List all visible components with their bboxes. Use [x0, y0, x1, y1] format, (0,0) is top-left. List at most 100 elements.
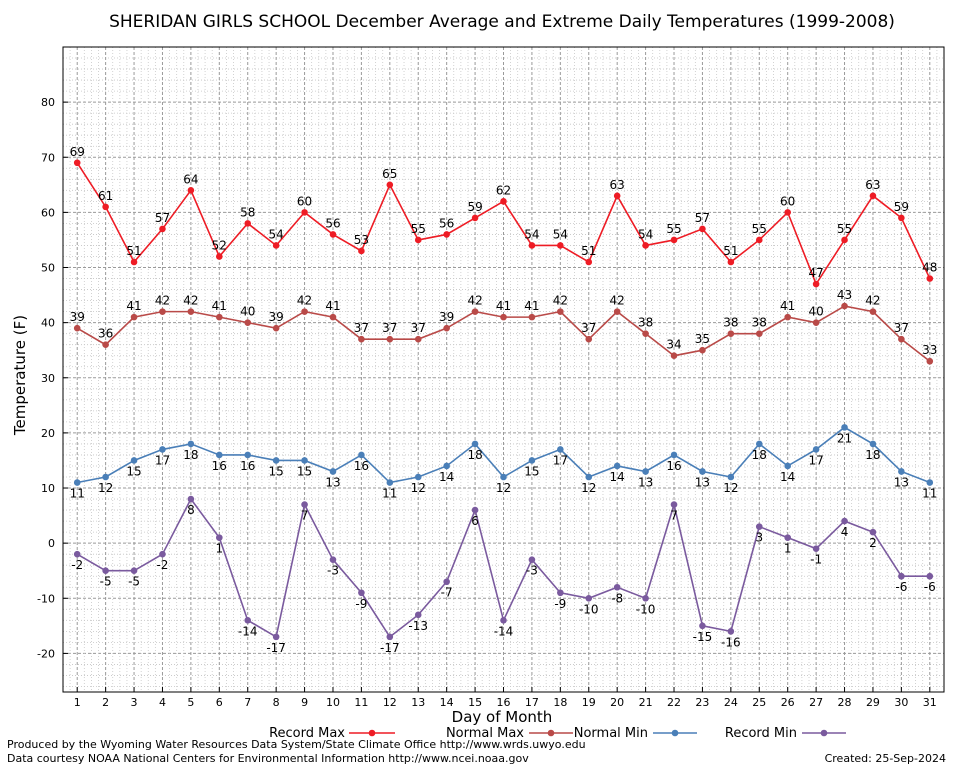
legend-marker-normal-max [547, 729, 555, 737]
data-label-normal-min: 18 [752, 448, 767, 462]
data-label-normal-max: 36 [98, 327, 113, 341]
data-label-normal-max: 40 [808, 305, 823, 319]
legend-marker-record-max [368, 729, 376, 737]
data-point-normal-max [244, 319, 252, 326]
data-label-normal-min: 17 [553, 453, 568, 467]
data-point-record-max [73, 159, 81, 167]
data-label-record-min: -2 [71, 558, 83, 572]
data-point-record-min [699, 622, 706, 630]
data-label-normal-min: 15 [297, 464, 312, 478]
x-tick-label: 26 [781, 696, 795, 709]
legend-label-normal-max: Normal Max [446, 726, 524, 741]
data-point-record-max [216, 253, 223, 260]
data-label-record-max: 52 [212, 238, 227, 252]
data-label-normal-max: 41 [325, 299, 340, 313]
data-label-record-min: -5 [100, 575, 112, 589]
data-label-normal-min: 14 [610, 470, 625, 484]
x-tick-label: 5 [187, 696, 194, 709]
data-label-record-max: 60 [780, 194, 795, 208]
data-label-normal-min: 11 [382, 487, 397, 501]
data-point-normal-max [784, 313, 791, 321]
data-point-record-max [670, 236, 678, 244]
data-point-record-min [358, 589, 365, 597]
x-tick-label: 15 [468, 696, 482, 709]
footer-created-date: Created: 25-Sep-2024 [825, 752, 946, 765]
data-label-normal-max: 42 [183, 294, 198, 308]
y-tick-label: -10 [37, 592, 55, 605]
x-tick-label: 9 [301, 696, 308, 709]
data-label-normal-max: 37 [894, 321, 909, 335]
data-label-normal-max: 38 [752, 316, 767, 330]
data-point-normal-min [329, 468, 337, 475]
data-point-record-max [926, 275, 934, 282]
data-label-record-min: 7 [670, 509, 678, 523]
data-point-normal-max [755, 330, 763, 337]
data-label-record-max: 53 [354, 233, 369, 247]
data-label-record-max: 55 [666, 222, 681, 236]
data-label-record-max: 54 [553, 227, 568, 241]
data-label-record-max: 54 [524, 227, 539, 241]
data-label-record-max: 48 [922, 261, 937, 275]
y-tick-label: 10 [41, 482, 55, 495]
data-point-record-max [272, 242, 280, 249]
data-label-record-max: 57 [695, 211, 710, 225]
data-point-record-min [159, 550, 166, 558]
x-tick-label: 10 [326, 696, 340, 709]
data-point-record-min [102, 567, 109, 575]
data-label-normal-max: 42 [610, 294, 625, 308]
data-point-record-max [755, 236, 763, 244]
data-point-normal-min [130, 457, 138, 464]
data-label-record-max: 59 [894, 200, 909, 214]
data-point-normal-max [585, 335, 593, 343]
data-point-record-max [642, 242, 649, 249]
grid-lines [63, 46, 944, 692]
data-point-normal-min [73, 479, 81, 486]
data-point-normal-max [727, 330, 735, 337]
data-label-normal-min: 12 [581, 481, 596, 495]
x-tick-label: 11 [354, 696, 368, 709]
data-point-record-max [187, 187, 195, 194]
data-label-record-max: 51 [581, 244, 596, 258]
data-label-record-max: 62 [496, 183, 511, 197]
data-point-record-min [670, 501, 678, 508]
data-label-record-min: -17 [266, 641, 286, 655]
data-label-record-min: -14 [494, 624, 514, 638]
data-point-record-min [613, 583, 621, 591]
data-label-normal-max: 38 [638, 316, 653, 330]
data-point-normal-min [812, 446, 820, 453]
data-label-normal-min: 12 [496, 481, 511, 495]
data-label-normal-min: 11 [922, 487, 937, 501]
data-point-record-min [869, 528, 877, 536]
x-tick-label: 12 [383, 696, 397, 709]
data-point-normal-min [784, 462, 791, 470]
data-label-normal-max: 38 [723, 316, 738, 330]
x-tick-label: 22 [667, 696, 681, 709]
data-point-record-max [898, 214, 905, 222]
x-tick-label: 29 [866, 696, 880, 709]
y-tick-label: 40 [41, 317, 55, 330]
y-tick-label: 0 [48, 537, 55, 550]
data-label-record-min: -3 [526, 564, 538, 578]
data-point-record-min [471, 506, 479, 514]
legend-label-record-max: Record Max [269, 726, 345, 741]
data-point-record-max [329, 231, 337, 238]
data-label-record-max: 54 [269, 227, 284, 241]
x-tick-label: 6 [216, 696, 223, 709]
data-label-normal-min: 16 [354, 459, 369, 473]
legend: Record Max Normal Max Normal Min Record Min [269, 726, 846, 741]
data-label-record-min: -10 [579, 602, 599, 616]
data-label-record-min: 4 [841, 525, 849, 539]
data-label-normal-min: 16 [212, 459, 227, 473]
data-point-normal-max [130, 313, 138, 321]
data-point-record-min [244, 617, 252, 624]
x-tick-label: 2 [102, 696, 109, 709]
data-point-record-max [869, 192, 877, 200]
x-axis-label: Day of Month [452, 708, 553, 726]
data-point-record-min [755, 523, 763, 530]
data-label-normal-max: 37 [411, 321, 426, 335]
data-point-normal-max [386, 335, 394, 343]
data-point-record-max [130, 258, 138, 266]
data-point-record-max [613, 192, 621, 200]
data-label-normal-max: 39 [70, 310, 85, 324]
